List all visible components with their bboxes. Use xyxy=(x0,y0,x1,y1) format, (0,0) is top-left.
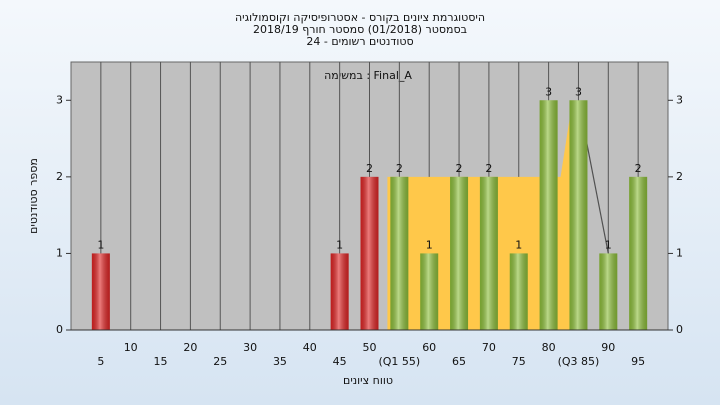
x-tick-label: 65 xyxy=(452,355,466,368)
y-tick-label: 1 xyxy=(56,246,63,259)
x-tick-label: (Q3 85) xyxy=(558,355,600,368)
x-tick-label: 40 xyxy=(303,341,317,354)
data-label: 2 xyxy=(485,162,492,175)
bar-shine xyxy=(450,176,469,330)
bar-shine xyxy=(509,253,528,330)
bar-shine xyxy=(569,100,588,331)
bar-shine xyxy=(479,176,498,330)
x-tick-label: (Q1 55) xyxy=(378,355,420,368)
data-label: 2 xyxy=(456,162,463,175)
data-label: 1 xyxy=(605,238,612,251)
bar-shine xyxy=(629,176,648,330)
y2-tick-label: 3 xyxy=(676,93,683,106)
y2-tick-label: 1 xyxy=(676,246,683,259)
data-label: 1 xyxy=(97,238,104,251)
data-label: 2 xyxy=(635,162,642,175)
y-tick-label: 3 xyxy=(56,93,63,106)
data-label: 1 xyxy=(336,238,343,251)
x-tick-label: 20 xyxy=(183,341,197,354)
x-tick-label: 5 xyxy=(97,355,104,368)
data-label: 1 xyxy=(426,238,433,251)
bar-shine xyxy=(599,253,618,330)
chart-title: היסטוגרמת ציונים בקורס - אסטרופיסיקה וקו… xyxy=(235,11,485,24)
x-tick-label: 90 xyxy=(601,341,615,354)
x-tick-label: 75 xyxy=(512,355,526,368)
bar-shine xyxy=(420,253,439,330)
data-label: 1 xyxy=(515,238,522,251)
x-tick-label: 70 xyxy=(482,341,496,354)
bar-shine xyxy=(330,253,349,330)
y-axis-title: מספר סטודנטים xyxy=(27,158,40,234)
x-tick-label: 15 xyxy=(154,355,168,368)
x-tick-label: 80 xyxy=(542,341,556,354)
x-tick-label: 25 xyxy=(213,355,227,368)
bar-shine xyxy=(539,100,558,331)
y-tick-label: 2 xyxy=(56,170,63,183)
y-tick-label: 0 xyxy=(56,323,63,336)
x-axis-title: טווח ציונים xyxy=(343,374,393,387)
data-label: 3 xyxy=(575,85,582,98)
bar-shine xyxy=(91,253,110,330)
x-tick-label: 50 xyxy=(363,341,377,354)
chart-subtitle: בסמסטר (01/2018) סמסטר חורף 2018/19 xyxy=(253,23,467,36)
data-label: 2 xyxy=(396,162,403,175)
y2-tick-label: 2 xyxy=(676,170,683,183)
bar-shine xyxy=(360,176,379,330)
data-label: 2 xyxy=(366,162,373,175)
bar-shine xyxy=(390,176,409,330)
annotation: במשימה : Final_A xyxy=(324,69,412,82)
chart-subtitle: סטודנטים רשומים - 24 xyxy=(306,35,413,48)
data-label: 3 xyxy=(545,85,552,98)
x-tick-label: 35 xyxy=(273,355,287,368)
x-tick-label: 30 xyxy=(243,341,257,354)
x-tick-label: 95 xyxy=(631,355,645,368)
x-tick-label: 10 xyxy=(124,341,138,354)
y2-tick-label: 0 xyxy=(676,323,683,336)
x-tick-label: 45 xyxy=(333,355,347,368)
x-tick-label: 60 xyxy=(422,341,436,354)
